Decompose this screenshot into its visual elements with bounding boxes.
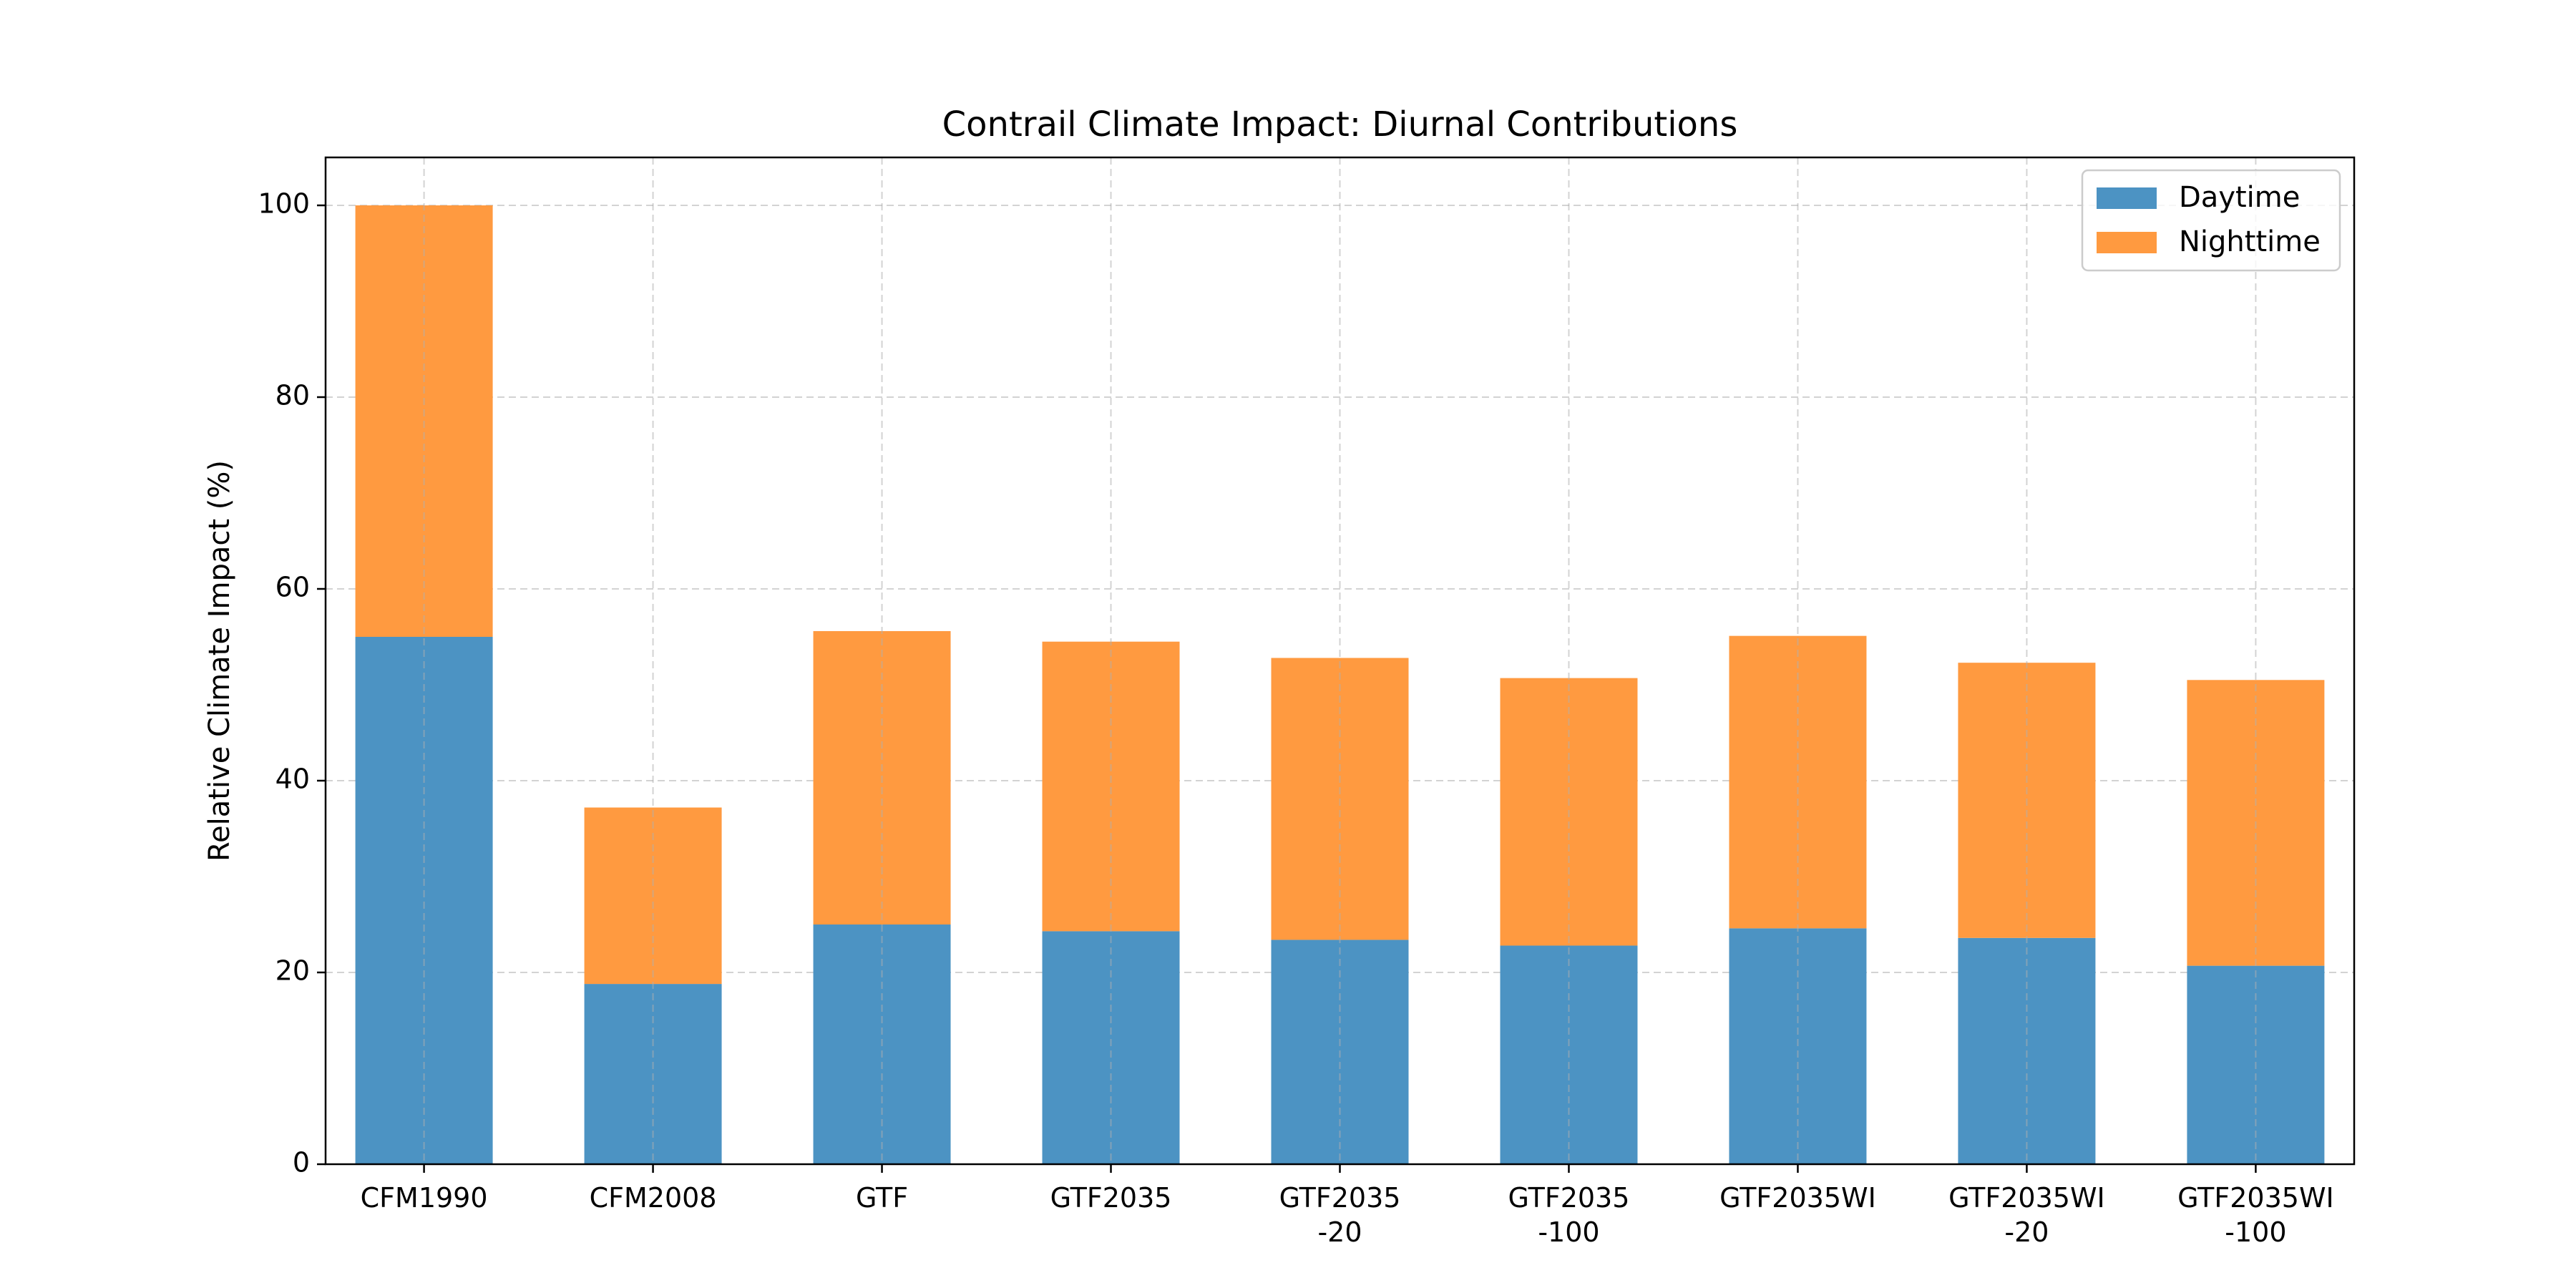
x-tick-label: CFM2008 <box>590 1182 717 1214</box>
x-tick-label: GTF2035WI <box>1948 1182 2105 1214</box>
x-tick-label: GTF2035 <box>1050 1182 1172 1214</box>
vertical-grid-layer <box>423 157 2257 1164</box>
y-tick-label: 60 <box>275 572 310 603</box>
y-axis-label: Relative Climate Impact (%) <box>203 460 236 862</box>
legend-label-nighttime: Nighttime <box>2179 225 2321 258</box>
legend: Daytime Nighttime <box>2081 169 2341 272</box>
legend-swatch-daytime <box>2097 187 2157 209</box>
y-tick-label: 40 <box>275 763 310 795</box>
legend-swatch-nighttime <box>2097 232 2157 253</box>
x-tick-label: -20 <box>2004 1216 2049 1248</box>
x-tick-label: -100 <box>2225 1216 2286 1248</box>
x-tick-label: GTF2035WI <box>1719 1182 1876 1214</box>
x-tick-label: -20 <box>1317 1216 1362 1248</box>
x-tick-label: GTF2035 <box>1279 1182 1401 1214</box>
y-tick-label: 0 <box>293 1147 310 1179</box>
legend-label-daytime: Daytime <box>2179 181 2300 214</box>
chart-title: Contrail Climate Impact: Diurnal Contrib… <box>942 104 1738 145</box>
x-tick-label: GTF2035 <box>1508 1182 1630 1214</box>
x-tick-label: GTF <box>856 1182 908 1214</box>
x-tick-label: CFM1990 <box>361 1182 488 1214</box>
y-tick-label: 20 <box>275 955 310 987</box>
y-tick-label: 100 <box>258 188 310 220</box>
y-tick-label: 80 <box>275 380 310 411</box>
bar-daytime-3 <box>1042 931 1180 1164</box>
x-tick-label: GTF2035WI <box>2177 1182 2334 1214</box>
ticks-layer: 0 20 40 60 80 100 CFM1990 CFM2008 GTF GTF2035 GTF2… <box>258 188 2333 1249</box>
x-tick-label: -100 <box>1538 1216 1599 1248</box>
